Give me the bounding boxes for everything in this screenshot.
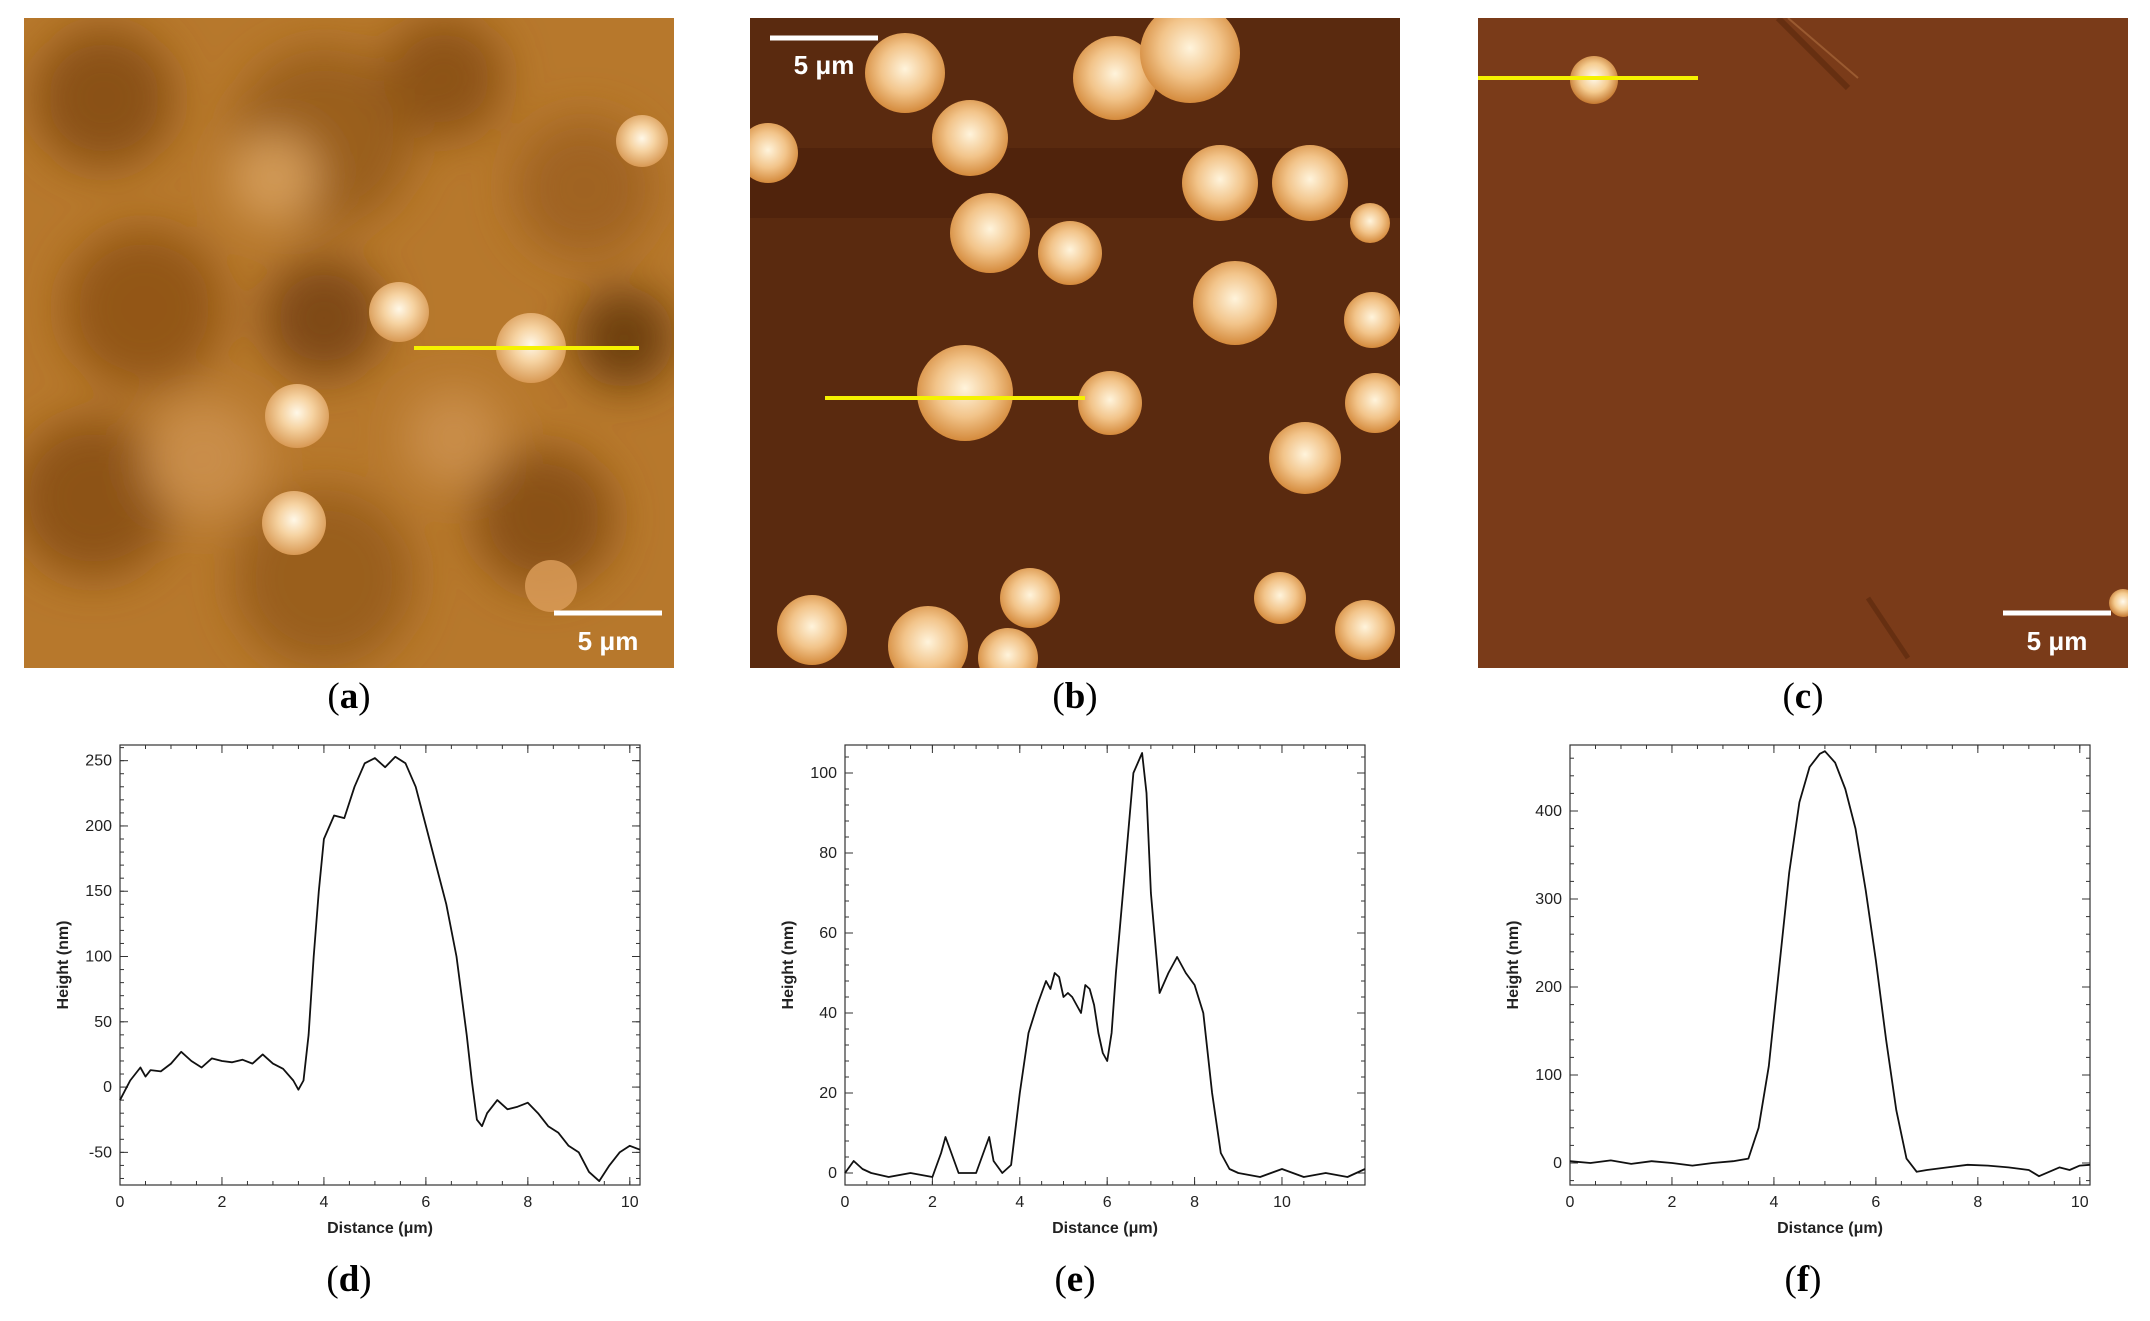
height-profile-line xyxy=(844,752,1366,1178)
height-profile-chart-e: 0 2 4 6 8 10 0 20 40 60 80 100 Distance (μm) Height (… xyxy=(745,735,1475,1255)
y-axis-title: Height (nm) xyxy=(1505,921,1522,1010)
x-tick-label: 2 xyxy=(1668,1194,1677,1211)
height-profile-chart-d: 0 2 4 6 8 10 -50 0 50 100 150 200 250 Distance (μm) He… xyxy=(20,735,750,1255)
cell-particle xyxy=(265,384,329,448)
afm-texture xyxy=(24,18,674,668)
scale-bar-label: 5 μm xyxy=(578,626,639,656)
x-tick-label: 4 xyxy=(1769,1194,1778,1211)
y-tick-label: 40 xyxy=(819,1005,837,1022)
height-profile-chart-f: 0 2 4 6 8 10 0 100 200 300 400 Distance (μm) Height … xyxy=(1470,735,2150,1255)
x-tick-label: 0 xyxy=(116,1194,125,1211)
plot-frame xyxy=(1569,744,2091,1186)
y-tick-label: 100 xyxy=(1535,1067,1562,1084)
y-tick-label: 100 xyxy=(85,949,112,966)
scale-bar-label: 5 μm xyxy=(2027,626,2088,656)
afm-image-b: 5 μm xyxy=(750,18,1400,668)
x-axis-title: Distance (μm) xyxy=(1777,1220,1883,1237)
x-tick-label: 6 xyxy=(1871,1194,1880,1211)
y-tick-label: 50 xyxy=(94,1014,112,1031)
x-tick-label: 8 xyxy=(1973,1194,1982,1211)
y-tick-label: 0 xyxy=(828,1165,837,1182)
cell-particle xyxy=(262,491,326,555)
x-tick-label: 10 xyxy=(2071,1194,2089,1211)
cell-particle xyxy=(616,115,668,167)
y-axis-title: Height (nm) xyxy=(55,921,72,1010)
x-tick-label: 4 xyxy=(1015,1194,1024,1211)
x-tick-label: 0 xyxy=(841,1194,850,1211)
panel-label-d: (d) xyxy=(326,1259,372,1300)
y-tick-label: 0 xyxy=(1553,1155,1562,1172)
y-tick-label: 0 xyxy=(103,1079,112,1096)
y-tick-label: 200 xyxy=(1535,979,1562,996)
x-tick-label: 4 xyxy=(319,1194,328,1211)
y-tick-label: -50 xyxy=(89,1144,112,1161)
cell-particle xyxy=(369,282,429,342)
y-tick-label: 200 xyxy=(85,818,112,835)
cell-particle xyxy=(525,560,577,612)
x-tick-label: 6 xyxy=(421,1194,430,1211)
afm-image-c: 5 μm xyxy=(1478,18,2128,668)
panel-label-b: (b) xyxy=(1052,676,1098,717)
y-tick-label: 20 xyxy=(819,1085,837,1102)
y-tick-label: 80 xyxy=(819,845,837,862)
y-axis-title: Height (nm) xyxy=(780,921,797,1010)
y-tick-label: 400 xyxy=(1535,803,1562,820)
y-tick-label: 100 xyxy=(810,765,837,782)
y-tick-label: 60 xyxy=(819,925,837,942)
panel-label-a: (a) xyxy=(327,676,371,717)
cell-cluster xyxy=(750,18,1400,668)
x-tick-label: 2 xyxy=(928,1194,937,1211)
x-axis-title: Distance (μm) xyxy=(327,1220,433,1237)
plot-frame xyxy=(119,744,641,1186)
plot-frame xyxy=(844,744,1366,1186)
x-tick-label: 6 xyxy=(1103,1194,1112,1211)
height-profile-line xyxy=(119,755,641,1183)
height-profile-line xyxy=(1569,750,2091,1178)
afm-background xyxy=(750,18,1400,668)
panel-label-f: (f) xyxy=(1784,1259,1822,1300)
panel-label-e: (e) xyxy=(1054,1259,1096,1300)
x-tick-label: 10 xyxy=(621,1194,639,1211)
panel-label-c: (c) xyxy=(1782,676,1824,717)
x-tick-label: 0 xyxy=(1566,1194,1575,1211)
afm-image-a: 5 μm xyxy=(24,18,674,668)
afm-background xyxy=(1478,18,2128,668)
x-tick-label: 8 xyxy=(1190,1194,1199,1211)
scale-bar-label: 5 μm xyxy=(794,50,855,80)
y-tick-label: 150 xyxy=(85,883,112,900)
y-tick-label: 300 xyxy=(1535,891,1562,908)
x-tick-label: 10 xyxy=(1273,1194,1291,1211)
x-axis-title: Distance (μm) xyxy=(1052,1220,1158,1237)
y-tick-label: 250 xyxy=(85,753,112,770)
x-tick-label: 2 xyxy=(218,1194,227,1211)
x-tick-label: 8 xyxy=(523,1194,532,1211)
